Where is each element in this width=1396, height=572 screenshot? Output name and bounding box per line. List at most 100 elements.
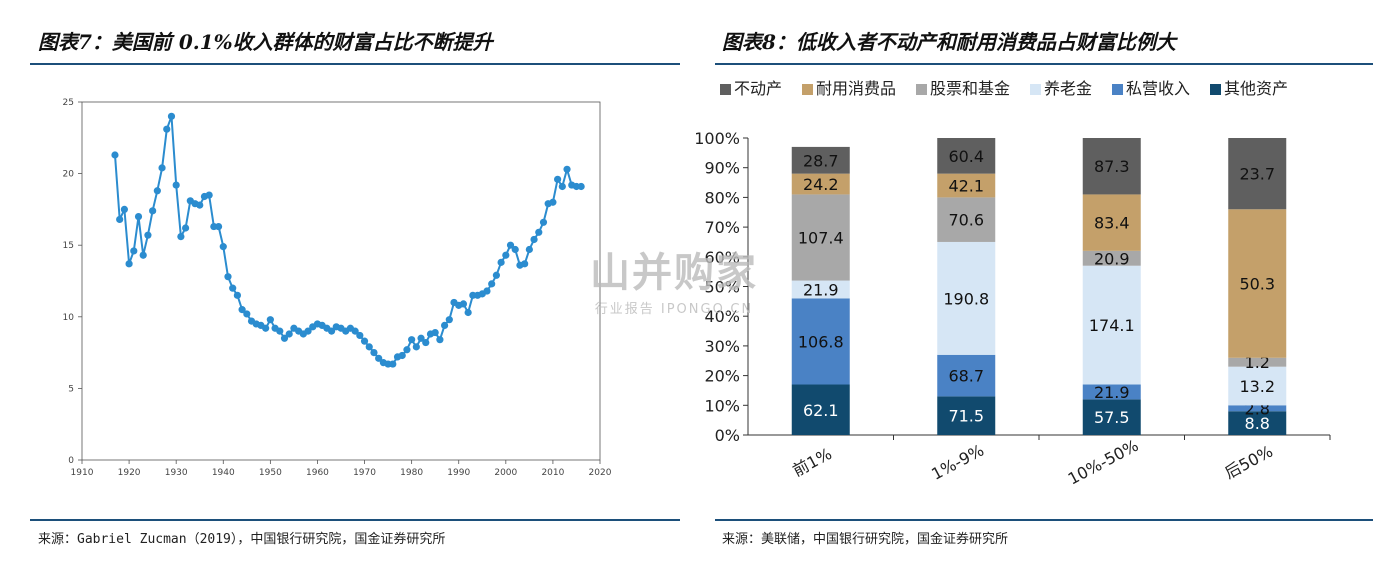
data-point: [280, 334, 289, 342]
x-category-label: 1%-9%: [928, 440, 987, 483]
bar-segment: [1228, 366, 1287, 406]
data-point: [214, 222, 223, 231]
x-category-label: 后50%: [1221, 442, 1275, 483]
data-point: [506, 241, 515, 249]
data-point: [233, 291, 241, 299]
bar-segment: [1082, 194, 1141, 251]
right-chart-title: 图表8：低收入者不动产和耐用消费品占财富比例大: [722, 30, 1176, 54]
y-tick-label: 50%: [704, 278, 740, 297]
right-source-note: 来源：美联储，中国银行研究院，国金证券研究所: [722, 532, 1009, 547]
x-tick-label: 1920: [118, 468, 141, 478]
data-point: [205, 191, 213, 199]
data-point: [521, 260, 529, 268]
data-point: [125, 260, 133, 268]
bar-segment: [791, 384, 850, 435]
data-point: [365, 343, 373, 351]
bar-segment: [1082, 384, 1141, 400]
data-label: 1.2: [1245, 353, 1270, 372]
bar-segment: [1082, 399, 1141, 435]
data-label: 87.3: [1094, 157, 1130, 176]
data-point: [149, 207, 157, 215]
data-point: [554, 175, 562, 183]
data-point: [224, 273, 232, 281]
data-point: [530, 235, 538, 244]
data-point: [262, 324, 270, 332]
x-tick-label: 1950: [259, 468, 282, 478]
legend-swatch: [1030, 84, 1041, 95]
left-source-rule: [30, 519, 680, 521]
data-label: 106.8: [798, 332, 844, 351]
data-point: [144, 231, 152, 239]
data-point: [558, 182, 566, 191]
bar-segment: [1082, 250, 1141, 266]
x-tick-label: 1940: [212, 468, 235, 478]
data-point: [285, 330, 293, 338]
data-point: [196, 201, 204, 209]
y-tick-label: 70%: [704, 218, 740, 237]
data-point: [497, 258, 505, 266]
data-point: [441, 321, 449, 329]
data-label: 21.9: [803, 280, 839, 299]
data-point: [238, 306, 246, 314]
y-tick-label: 15: [63, 241, 74, 251]
data-point: [549, 198, 557, 206]
bar-segment: [937, 241, 996, 355]
data-point: [276, 327, 284, 335]
data-point: [563, 165, 571, 173]
bar-segment: [791, 173, 850, 195]
bar-segment: [937, 138, 996, 174]
data-point: [327, 327, 336, 335]
data-point: [408, 336, 416, 344]
y-tick-label: 20: [63, 170, 75, 180]
legend-swatch: [802, 84, 813, 95]
x-tick-label: 1990: [447, 468, 470, 478]
bar-segment: [937, 396, 996, 435]
data-point: [535, 228, 543, 236]
data-label: 107.4: [798, 228, 844, 247]
y-tick-label: 40%: [704, 307, 740, 326]
left-source-note: 来源：Gabriel Zucman（2019），中国银行研究院，国金证券研究所: [38, 532, 446, 547]
y-tick-label: 0%: [715, 426, 740, 445]
y-tick-label: 80%: [704, 188, 740, 207]
data-label: 60.4: [948, 147, 984, 166]
data-label: 13.2: [1239, 377, 1275, 396]
data-point: [130, 247, 138, 255]
bar-segment: [937, 354, 996, 397]
bar-segment: [791, 146, 850, 174]
watermark-main: 山并购家: [590, 250, 758, 296]
data-point: [266, 316, 274, 324]
data-point: [492, 271, 500, 279]
legend-swatch: [1210, 84, 1221, 95]
y-tick-label: 90%: [704, 159, 740, 178]
watermark-sub: 行业报告 IPONGO.CN: [594, 302, 754, 317]
data-point: [120, 205, 128, 213]
data-point: [356, 331, 364, 340]
data-point: [431, 328, 439, 337]
legend-label: 其他资产: [1224, 79, 1288, 98]
y-tick-label: 60%: [704, 248, 740, 267]
bar-segment: [1228, 405, 1287, 412]
data-point: [483, 287, 491, 295]
data-point: [488, 280, 496, 288]
data-label: 62.1: [803, 401, 839, 420]
data-label: 68.7: [948, 367, 984, 386]
data-point: [158, 164, 166, 172]
bar-segment: [791, 298, 850, 385]
left-chart-title: 图表7：美国前 0.1%收入群体的财富占比不断提升: [38, 30, 493, 54]
data-label: 57.5: [1094, 408, 1130, 427]
legend-swatch: [1112, 84, 1123, 95]
bar-segment: [1082, 138, 1141, 195]
data-point: [412, 343, 420, 351]
data-label: 50.3: [1239, 275, 1275, 294]
data-point: [502, 251, 510, 259]
data-point: [539, 218, 548, 226]
data-label: 70.6: [948, 211, 984, 230]
y-tick-label: 30%: [704, 337, 740, 356]
bar-segment: [1228, 138, 1287, 210]
data-point: [153, 187, 161, 195]
plot-frame: [81, 101, 601, 461]
data-point: [436, 336, 444, 344]
data-point: [243, 310, 251, 318]
x-tick-label: 2000: [494, 468, 517, 478]
data-label: 42.1: [948, 177, 984, 196]
